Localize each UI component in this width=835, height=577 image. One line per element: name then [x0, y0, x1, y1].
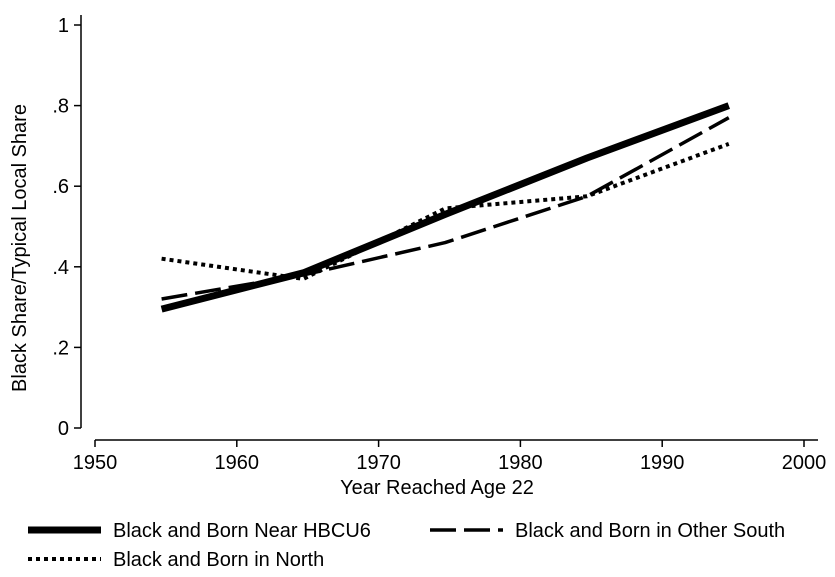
y-tick-label: .2	[52, 337, 69, 359]
series-layer	[160, 102, 731, 313]
series-line-2	[161, 116, 730, 301]
axes: 0 .2 .4 .6 .8 1 1950 1960 1970 1980 1990 2000	[52, 15, 826, 474]
y-tick-label: .4	[52, 257, 69, 279]
x-tick-label: 1960	[215, 452, 260, 474]
y-tick-label: .6	[52, 176, 69, 198]
legend-label: Black and Born in North	[113, 549, 324, 571]
x-tick-label: 2000	[782, 452, 827, 474]
legend-label: Black and Born in Other South	[515, 520, 785, 542]
legend: Black and Born Near HBCU6 Black and Born …	[28, 520, 785, 571]
x-tick-label: 1950	[73, 452, 118, 474]
x-axis-title: Year Reached Age 22	[340, 477, 534, 499]
y-tick-label: .8	[52, 96, 69, 118]
x-tick-label: 1970	[356, 452, 401, 474]
series-line-1	[160, 102, 731, 313]
y-tick-label: 1	[58, 15, 69, 37]
y-tick-label: 0	[58, 418, 69, 440]
y-axis-title: Black Share/Typical Local Share	[9, 104, 31, 392]
x-tick-label: 1980	[498, 452, 543, 474]
legend-label: Black and Born Near HBCU6	[113, 520, 371, 542]
x-tick-label: 1990	[640, 452, 685, 474]
